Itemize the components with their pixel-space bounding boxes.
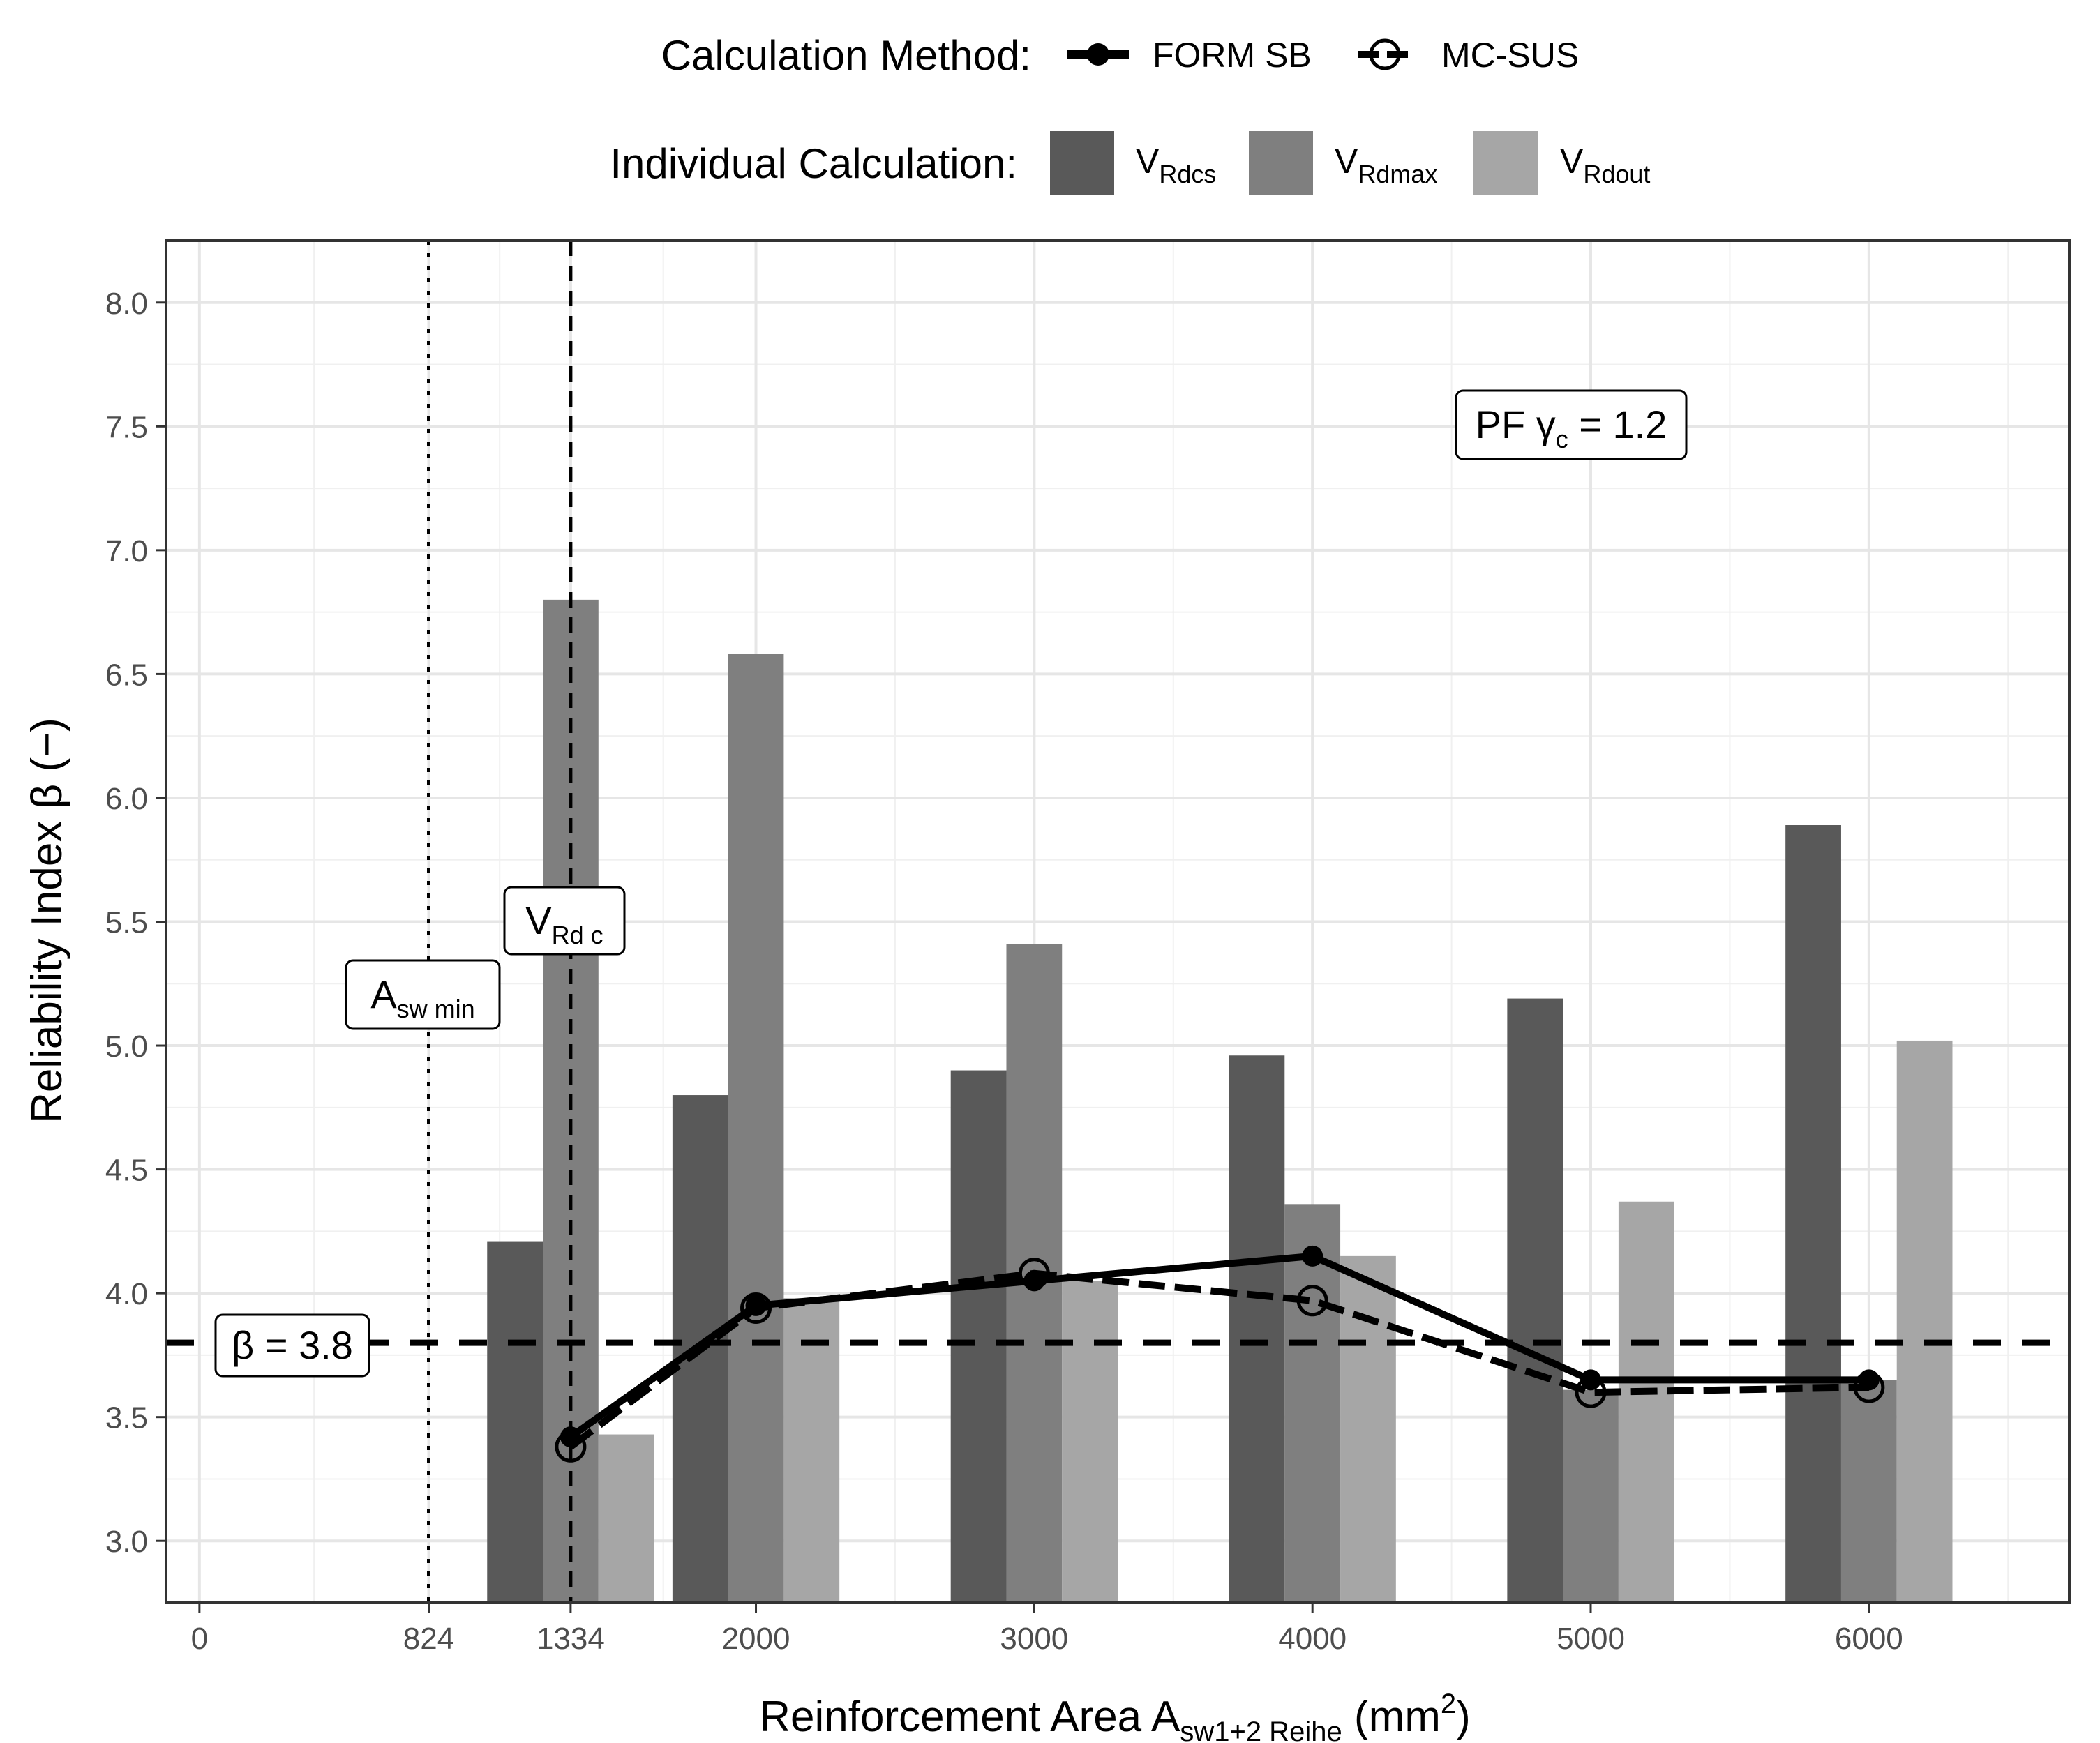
vrdc-label-text: VRd c <box>525 898 603 949</box>
asw-min-label: Asw min <box>345 959 501 1030</box>
vrdc-label-box <box>503 886 626 956</box>
legend-label-rdcs: VRdcs <box>1136 142 1216 188</box>
marker-mc-sus <box>1296 1285 1328 1317</box>
asw-min-label-box <box>345 959 501 1030</box>
bar-v-rdmax <box>1284 1204 1341 1603</box>
asw-min-label-text: Asw min <box>370 972 474 1023</box>
legend-calculation-method: Calculation Method: FORM SB MC-SUS <box>661 32 1580 79</box>
pf-gamma-label-box <box>1455 389 1688 460</box>
x-tick-label: 4000 <box>1278 1622 1347 1656</box>
legend-label-rdmax: VRdmax <box>1335 142 1437 188</box>
y-tick-label: 6.5 <box>105 658 148 692</box>
bar-v-rdcs <box>950 1070 1007 1603</box>
legend-mc-sus-marker <box>1369 38 1401 70</box>
y-axis-title: Reliability Index β (−) <box>23 718 71 1124</box>
bar-v-rdmax <box>1840 1380 1897 1603</box>
x-tick-label: 6000 <box>1835 1622 1903 1656</box>
marker-form-sb <box>560 1426 581 1448</box>
beta-label: β = 3.8 <box>214 1313 370 1378</box>
bar-v-rdout <box>1618 1201 1674 1603</box>
y-tick-label: 4.0 <box>105 1277 148 1311</box>
marker-mc-sus <box>1853 1371 1885 1403</box>
marker-mc-sus <box>1018 1258 1050 1290</box>
x-tick-label: 2000 <box>722 1622 790 1656</box>
bar-v-rdmax <box>728 654 784 1603</box>
y-tick-label: 3.5 <box>105 1401 148 1435</box>
pf-gamma-label: PF γc = 1.2 <box>1455 389 1688 460</box>
x-tick-label: 3000 <box>1000 1622 1068 1656</box>
legend-calc-title: Individual Calculation: <box>610 140 1017 187</box>
bar-v-rdmax <box>1563 1389 1619 1603</box>
y-tick-label: 8.0 <box>105 287 148 321</box>
x-tick-label: 0 <box>191 1622 208 1656</box>
legend-form-sb-label: FORM SB <box>1153 36 1312 75</box>
y-tick-label: 7.0 <box>105 534 148 568</box>
marker-form-sb <box>745 1295 767 1316</box>
bar-v-rdcs <box>1229 1055 1285 1603</box>
x-tick-label: 5000 <box>1557 1622 1625 1656</box>
annotations: β = 3.8 Asw min VRd c PF γc = 1.2 <box>214 389 1688 1378</box>
beta-label-box <box>214 1313 370 1378</box>
marker-mc-sus <box>555 1431 587 1463</box>
bar-v-rdout <box>598 1434 654 1603</box>
legend-form-sb-marker <box>1087 43 1109 66</box>
y-tick-label: 4.5 <box>105 1154 148 1188</box>
legend-swatch-rdout <box>1473 131 1538 195</box>
marker-mc-sus <box>740 1292 772 1324</box>
legend-swatch-rdcs <box>1050 131 1114 195</box>
y-tick-label: 7.5 <box>105 410 148 444</box>
marker-mc-sus <box>1575 1376 1607 1408</box>
bar-v-rdcs <box>1507 998 1563 1603</box>
x-tick-label: 1334 <box>537 1622 605 1656</box>
pf-gamma-label-text: PF γc = 1.2 <box>1476 402 1667 453</box>
bar-v-rdout <box>1896 1040 1953 1603</box>
bar-v-rdcs <box>1785 825 1841 1603</box>
y-tick-label: 3.0 <box>105 1525 148 1559</box>
bar-v-rdout <box>1340 1255 1396 1603</box>
marker-form-sb <box>1302 1245 1323 1267</box>
line-mc-sus <box>568 1269 1869 1450</box>
legend-individual-calculation: Individual Calculation: VRdcs VRdmax VRd… <box>610 131 1650 195</box>
legend-mc-sus-label: MC-SUS <box>1441 36 1579 75</box>
vrdc-label: VRd c <box>503 886 626 956</box>
x-tick-label: 824 <box>403 1622 454 1656</box>
beta-label-text: β = 3.8 <box>232 1323 353 1367</box>
legend-label-rdout: VRdout <box>1560 142 1650 188</box>
legend-method-title: Calculation Method: <box>661 32 1031 79</box>
axes: 3.0 3.5 4.0 4.5 5.0 5.5 6.0 6.5 7.0 7.5 8.0 0 824 133… <box>105 287 1903 1656</box>
method-lines <box>555 1245 1885 1463</box>
bar-v-rdout <box>783 1298 840 1603</box>
y-tick-label: 5.0 <box>105 1029 148 1064</box>
bar-v-rdcs <box>487 1241 543 1603</box>
bar-v-rdout <box>1062 1281 1118 1603</box>
y-tick-label: 5.5 <box>105 906 148 940</box>
bars <box>487 599 1953 1603</box>
legend-swatch-rdmax <box>1249 131 1313 195</box>
x-axis-title: Reinforcement Area Asw1+2 Reihe (mm2) <box>759 1689 1471 1743</box>
y-tick-label: 6.0 <box>105 782 148 816</box>
